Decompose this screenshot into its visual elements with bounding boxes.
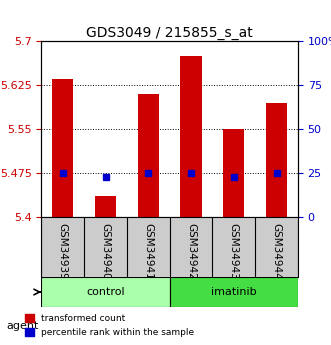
Bar bbox=[52, 79, 73, 217]
Text: GSM34940: GSM34940 bbox=[101, 223, 111, 279]
Bar bbox=[95, 196, 116, 217]
Text: control: control bbox=[86, 287, 125, 297]
Text: agent: agent bbox=[7, 321, 39, 331]
Bar bbox=[180, 56, 202, 217]
Text: imatinib: imatinib bbox=[211, 287, 257, 297]
Bar bbox=[138, 94, 159, 217]
Text: GSM34943: GSM34943 bbox=[229, 223, 239, 279]
Text: GSM34942: GSM34942 bbox=[186, 223, 196, 279]
Title: GDS3049 / 215855_s_at: GDS3049 / 215855_s_at bbox=[86, 26, 253, 40]
Bar bbox=[223, 129, 245, 217]
Bar bbox=[266, 103, 287, 217]
Text: GSM34944: GSM34944 bbox=[271, 223, 282, 279]
Text: GSM34939: GSM34939 bbox=[58, 223, 68, 279]
Legend: transformed count, percentile rank within the sample: transformed count, percentile rank withi… bbox=[21, 310, 198, 341]
FancyBboxPatch shape bbox=[41, 277, 169, 307]
FancyBboxPatch shape bbox=[169, 277, 298, 307]
Text: GSM34941: GSM34941 bbox=[143, 223, 153, 279]
